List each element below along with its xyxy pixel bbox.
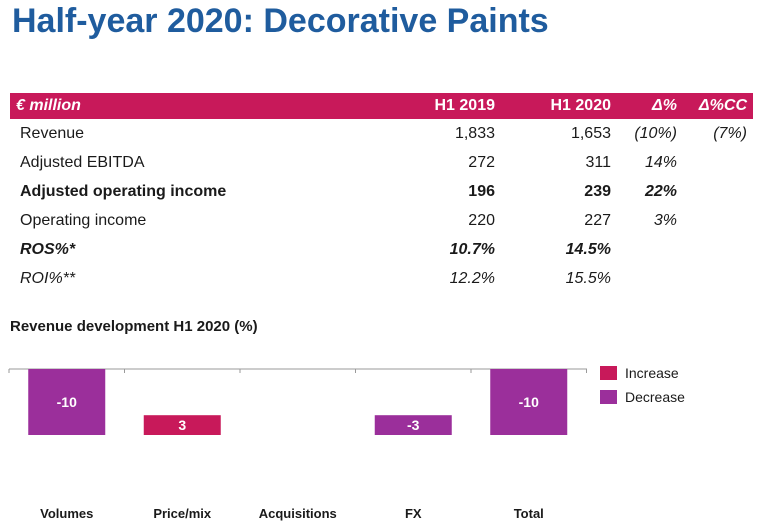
cell-delta-cc xyxy=(683,206,753,235)
cell-h1-2020: 14.5% xyxy=(565,240,611,258)
legend-swatch-decrease xyxy=(600,390,617,404)
bar-value-label: -3 xyxy=(407,417,420,433)
bar-fx xyxy=(374,415,452,435)
legend-label-decrease: Decrease xyxy=(625,389,685,405)
table-row: Adjusted operating income 196 239 22% xyxy=(10,177,753,206)
cell-delta: 22% xyxy=(644,182,677,200)
row-label: ROI%** xyxy=(20,269,76,287)
row-label: Adjusted EBITDA xyxy=(20,153,145,171)
header-delta: Δ% xyxy=(617,93,683,119)
page-title: Half-year 2020: Decorative Paints xyxy=(12,2,549,40)
legend-label-increase: Increase xyxy=(625,365,679,381)
chart-title: Revenue development H1 2020 (%) xyxy=(10,318,258,335)
cell-h1-2019: 196 xyxy=(468,182,495,200)
cell-h1-2019: 1,833 xyxy=(454,124,495,142)
row-label: Operating income xyxy=(20,211,147,229)
bar-value-label: -10 xyxy=(519,394,539,410)
cell-delta xyxy=(617,235,683,264)
bar-total xyxy=(490,369,568,435)
header-unit: € million xyxy=(10,93,392,119)
cell-delta: 14% xyxy=(644,153,677,171)
header-delta-cc: Δ%CC xyxy=(683,93,753,119)
category-label: Total xyxy=(514,506,544,521)
table-row: Operating income 220 227 3% xyxy=(10,206,753,235)
bar-price-mix xyxy=(143,415,221,435)
cell-h1-2020: 239 xyxy=(584,182,611,200)
cell-delta: 3% xyxy=(653,211,677,229)
cell-delta-cc: (7%) xyxy=(713,124,747,142)
chart-legend: Increase Decrease xyxy=(600,361,685,409)
row-label: Revenue xyxy=(20,124,85,142)
bar-value-label: -10 xyxy=(57,394,77,410)
table-row: Revenue 1,833 1,653 (10%) (7%) xyxy=(10,119,753,148)
cell-h1-2020: 311 xyxy=(585,153,611,171)
row-label: ROS%* xyxy=(20,240,76,258)
category-label: FX xyxy=(405,506,422,521)
cell-delta-cc xyxy=(683,177,753,206)
table-row: ROI%** 12.2% 15.5% xyxy=(10,264,753,293)
table-row: ROS%* 10.7% 14.5% xyxy=(10,235,753,264)
cell-delta xyxy=(617,264,683,293)
row-label: Adjusted operating income xyxy=(20,182,227,200)
bar-value-label: 3 xyxy=(178,417,186,433)
header-h1-2020: H1 2020 xyxy=(501,93,617,119)
cell-delta-cc xyxy=(683,235,753,264)
cell-delta: (10%) xyxy=(634,124,677,142)
cell-h1-2019: 10.7% xyxy=(449,240,495,258)
legend-item-decrease: Decrease xyxy=(600,385,685,409)
cell-delta-cc xyxy=(683,264,753,293)
cell-h1-2019: 12.2% xyxy=(449,269,495,287)
bar-volumes xyxy=(28,369,106,435)
cell-h1-2019: 272 xyxy=(468,153,495,171)
category-label: Volumes xyxy=(40,506,93,521)
cell-h1-2020: 227 xyxy=(584,211,611,229)
revenue-bridge-chart: -10 Volumes 3 Price/mix Acquisitions -3 FX -10 T… xyxy=(8,368,587,521)
cell-h1-2020: 1,653 xyxy=(570,124,611,142)
legend-swatch-increase xyxy=(600,366,617,380)
header-h1-2019: H1 2019 xyxy=(392,93,501,119)
cell-delta-cc xyxy=(683,148,753,177)
cell-h1-2019: 220 xyxy=(468,211,495,229)
table-row: Adjusted EBITDA 272 311 14% xyxy=(10,148,753,177)
cell-h1-2020: 15.5% xyxy=(565,269,611,287)
financial-table: € million H1 2019 H1 2020 Δ% Δ%CC Revenu… xyxy=(10,93,753,293)
category-label: Price/mix xyxy=(153,506,212,521)
category-label: Acquisitions xyxy=(259,506,337,521)
legend-item-increase: Increase xyxy=(600,361,685,385)
table-header-row: € million H1 2019 H1 2020 Δ% Δ%CC xyxy=(10,93,753,119)
